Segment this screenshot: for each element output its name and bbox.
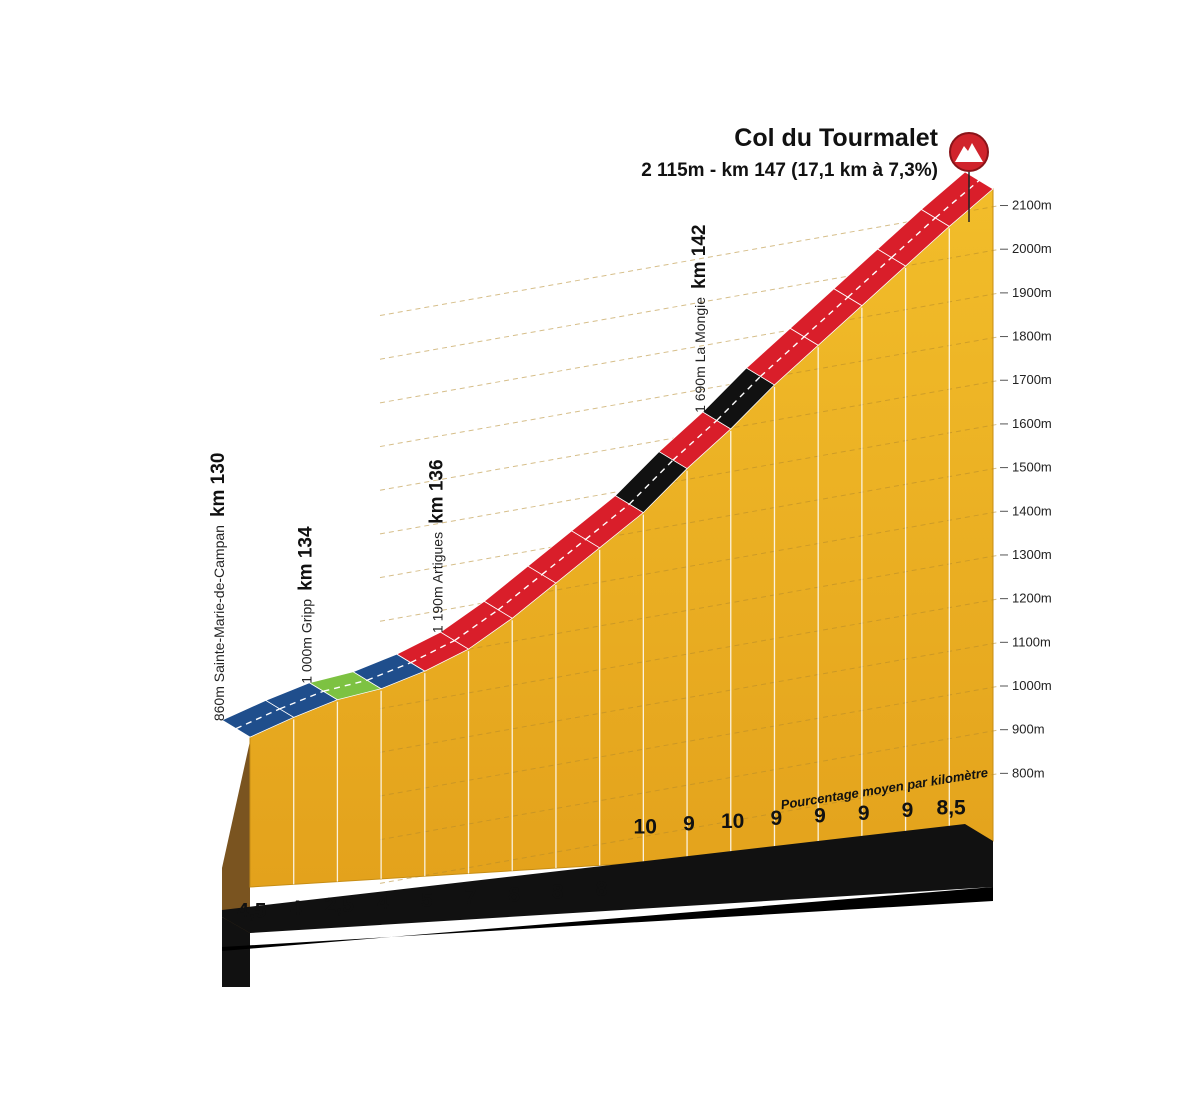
base-band-strip bbox=[222, 887, 993, 951]
gradient-percent-label: 8 bbox=[508, 883, 520, 906]
road-centerline bbox=[279, 690, 324, 710]
mountain-summit-icon bbox=[949, 132, 989, 172]
altitude-tick-label: 2100m bbox=[1012, 198, 1052, 213]
altitude-gridline bbox=[379, 772, 1001, 884]
altitude-tick-label: 1600m bbox=[1012, 416, 1052, 431]
altitude-gridline bbox=[379, 423, 1001, 535]
km-marker-label: 3 bbox=[339, 940, 351, 965]
altitude-gridline bbox=[379, 379, 1001, 491]
gradient-percent-label: 8,5 bbox=[937, 796, 967, 819]
road-centerline bbox=[672, 419, 718, 461]
altitude-gridline bbox=[379, 205, 1001, 317]
summit-name: Col du Tourmalet bbox=[734, 124, 938, 152]
km-marker-label: 16 bbox=[901, 905, 926, 930]
gradient-percent-label: 4 bbox=[377, 892, 389, 915]
landmark-label: 1 690m La Mongie km 142 bbox=[689, 225, 710, 413]
altitude-tick-label: 800m bbox=[1012, 765, 1045, 780]
landmark-km: km 136 bbox=[427, 459, 448, 523]
gradient-percent-label: 8 bbox=[552, 881, 564, 904]
km-marker-label: 11 bbox=[683, 919, 706, 944]
km-marker-label: 1 bbox=[252, 946, 264, 971]
profile-left-wall bbox=[222, 741, 250, 935]
altitude-tick-label: 1700m bbox=[1012, 372, 1052, 387]
altitude-tick-label: 1200m bbox=[1012, 591, 1052, 606]
altitude-tick-label: 1800m bbox=[1012, 329, 1052, 344]
km-marker-label: 6 bbox=[470, 932, 483, 957]
landmark-label: 1 190m Artigues km 136 bbox=[427, 459, 448, 633]
road-centerline bbox=[454, 609, 499, 642]
road-centerline bbox=[323, 679, 368, 692]
road-centerline bbox=[847, 257, 893, 298]
altitude-tick-label: 1300m bbox=[1012, 547, 1052, 562]
gradient-percent-label: 9 bbox=[770, 807, 782, 830]
altitude-gridline bbox=[379, 336, 1001, 448]
landmark-km: km 134 bbox=[295, 526, 316, 591]
gradient-percent-label: 8 bbox=[596, 878, 608, 901]
gradient-percent-label: 9 bbox=[683, 813, 695, 836]
km-marker-label: 9 bbox=[601, 924, 614, 949]
gradient-percent-label: 9 bbox=[858, 802, 870, 825]
gradient-percent-label: 4 bbox=[290, 897, 302, 920]
km-marker-label: 5 bbox=[427, 935, 440, 960]
summit-info: 2 115m - km 147 (17,1 km à 7,3%) bbox=[641, 160, 938, 181]
road-centerline bbox=[366, 661, 412, 681]
altitude-gridline bbox=[379, 729, 1001, 841]
km-marker-label: 15 bbox=[857, 908, 882, 933]
km-marker-label: 8 bbox=[558, 927, 571, 952]
km-marker-label: 14 bbox=[814, 910, 838, 935]
km-marker-label: 10 bbox=[639, 921, 664, 946]
road-centerline bbox=[235, 708, 280, 730]
landmark-name: 1 190m Artigues bbox=[430, 532, 446, 633]
landmark-name: 860m Sainte-Marie-de-Campan bbox=[211, 525, 227, 721]
altitude-tick-label: 900m bbox=[1012, 722, 1045, 737]
altitude-tick-label: 1400m bbox=[1012, 503, 1052, 518]
road-centerline bbox=[934, 179, 980, 219]
km-marker-label: 7 bbox=[514, 929, 528, 954]
gradient-percent-label: 7 bbox=[465, 886, 477, 909]
landmark-km: km 142 bbox=[689, 225, 710, 289]
road-centerline bbox=[891, 217, 936, 259]
altitude-tick-label: 1100m bbox=[1012, 634, 1051, 649]
road-centerline bbox=[803, 296, 849, 338]
km-marker-label: 2 bbox=[294, 943, 308, 968]
road-centerline bbox=[410, 639, 455, 664]
altitude-gridline bbox=[379, 467, 1001, 579]
km-marker-label: 13 bbox=[770, 913, 794, 938]
km-marker-label: 12 bbox=[726, 916, 751, 941]
landmark-name: 1 000m Gripp bbox=[298, 599, 314, 684]
altitude-gridline bbox=[379, 554, 1001, 666]
road-centerline bbox=[497, 573, 543, 611]
road-centerline bbox=[541, 538, 587, 576]
landmark-label: 860m Sainte-Marie-de-Campan km 130 bbox=[208, 453, 229, 722]
gradient-band-segment bbox=[920, 171, 994, 227]
road-centerline bbox=[760, 336, 805, 377]
km-marker-label: 17 bbox=[945, 902, 971, 927]
altitude-gridline bbox=[379, 685, 1001, 797]
gradient-percent-label: 9 bbox=[814, 804, 826, 827]
landmark-km: km 130 bbox=[208, 453, 229, 517]
base-band bbox=[222, 824, 993, 933]
gradient-percent-label: 5 bbox=[421, 889, 433, 912]
altitude-gridline bbox=[379, 292, 1001, 404]
altitude-tick-label: 1900m bbox=[1012, 285, 1052, 300]
gradient-percent-label: 10 bbox=[634, 815, 657, 838]
road-centerline bbox=[585, 503, 630, 540]
altitude-gridline bbox=[379, 510, 1001, 622]
landmark-label: 1 000m Gripp km 134 bbox=[295, 526, 316, 684]
altitude-tick-label: 1500m bbox=[1012, 460, 1052, 475]
gradient-percent-label: 10 bbox=[721, 810, 744, 833]
altitude-tick-label: 1000m bbox=[1012, 678, 1052, 693]
altitude-gridline bbox=[379, 598, 1001, 710]
altitude-tick-label: 2000m bbox=[1012, 241, 1052, 256]
base-band-front bbox=[222, 917, 250, 987]
gradient-percent-label: 4,5 bbox=[237, 900, 267, 923]
altitude-gridline bbox=[379, 641, 1001, 753]
landmark-name: 1 690m La Mongie bbox=[692, 297, 708, 413]
km-marker-label: 4 bbox=[382, 938, 395, 963]
gradient-percent-label: 9 bbox=[902, 799, 914, 822]
gradient-percent-label: 2,5 bbox=[325, 894, 355, 917]
